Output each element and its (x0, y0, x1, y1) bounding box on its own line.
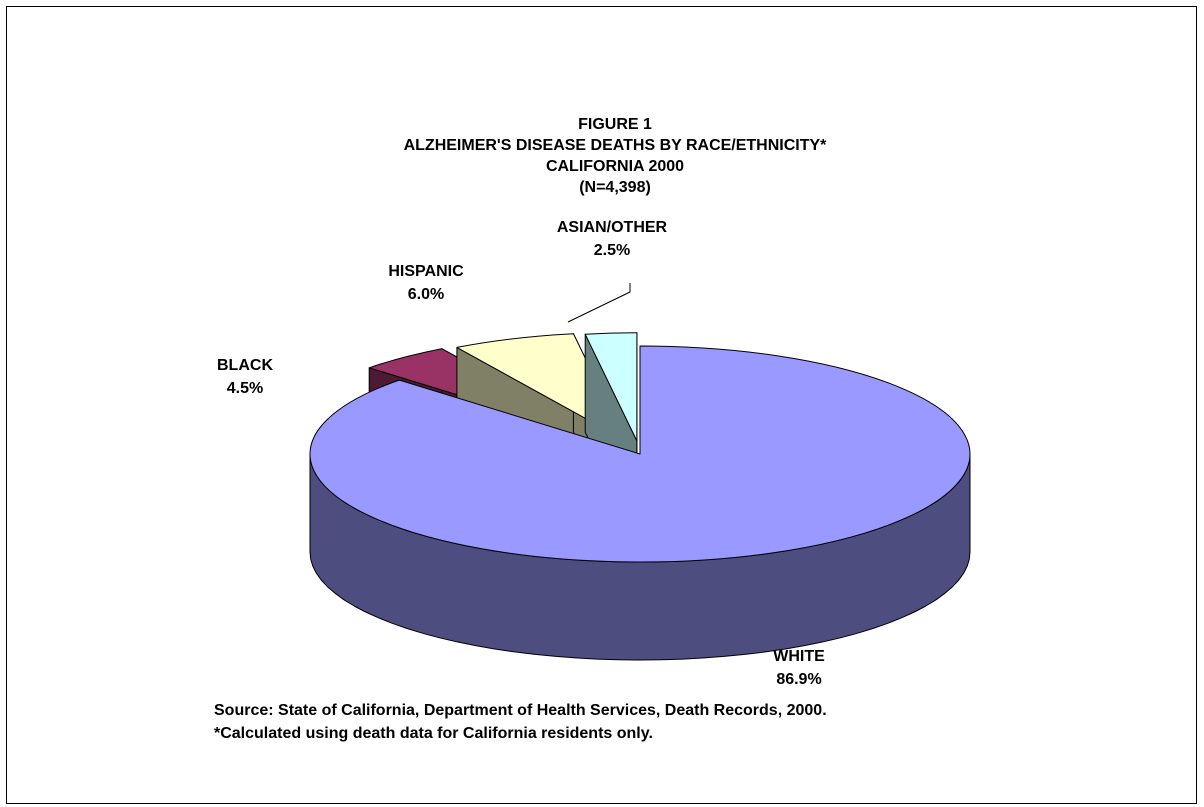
value-asian-other: 2.5% (594, 242, 630, 259)
value-white: 86.9% (776, 671, 821, 688)
label-asian-other: ASIAN/OTHER (557, 219, 668, 236)
chart-frame (6, 6, 1197, 804)
slice-hispanic-top (456, 333, 626, 441)
slice-white-top (309, 345, 971, 563)
title-line-4: (N=4,398) (579, 179, 651, 196)
value-black: 4.5% (227, 380, 263, 397)
chart-title: FIGURE 1 ALZHEIMER'S DISEASE DEATHS BY R… (0, 114, 1204, 198)
title-line-2: ALZHEIMER'S DISEASE DEATHS BY RACE/ETHNI… (403, 137, 827, 154)
label-black: BLACK (217, 357, 273, 374)
source-note: Source: State of California, Department … (214, 702, 827, 719)
value-hispanic: 6.0% (408, 286, 444, 303)
slice-labels: WHITE 86.9% BLACK 4.5% HISPANIC 6.0% ASI… (217, 219, 825, 688)
residence-note: *Calculated using death data for Califor… (214, 725, 653, 742)
title-line-1: FIGURE 1 (578, 116, 652, 133)
asian-other-leader-line (567, 283, 631, 323)
slice-white (309, 345, 971, 661)
leader-lines (567, 283, 631, 323)
footnotes: Source: State of California, Department … (214, 699, 827, 745)
title-line-3: CALIFORNIA 2000 (545, 158, 685, 175)
slice-asian-other-top (584, 332, 638, 442)
pie-slices (309, 332, 971, 661)
label-hispanic: HISPANIC (388, 263, 464, 280)
label-white: WHITE (773, 648, 825, 665)
